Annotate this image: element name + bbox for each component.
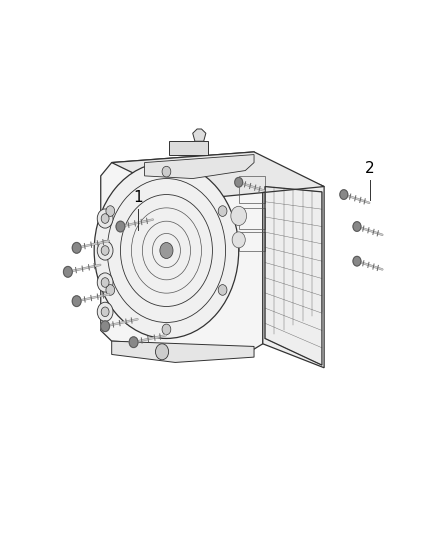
Circle shape bbox=[232, 232, 245, 248]
Circle shape bbox=[106, 206, 115, 216]
Circle shape bbox=[231, 206, 247, 225]
Circle shape bbox=[160, 243, 173, 259]
Circle shape bbox=[101, 307, 109, 317]
Circle shape bbox=[116, 221, 125, 232]
Polygon shape bbox=[101, 152, 263, 349]
Bar bbox=[239, 232, 265, 251]
Polygon shape bbox=[193, 129, 206, 141]
Bar bbox=[239, 176, 265, 203]
Circle shape bbox=[129, 337, 138, 348]
Circle shape bbox=[97, 241, 113, 260]
Circle shape bbox=[218, 206, 227, 216]
Circle shape bbox=[155, 344, 169, 360]
Text: 1: 1 bbox=[133, 190, 143, 205]
Circle shape bbox=[97, 302, 113, 321]
Circle shape bbox=[101, 246, 109, 255]
Circle shape bbox=[101, 321, 110, 332]
Circle shape bbox=[64, 266, 72, 277]
Circle shape bbox=[235, 177, 243, 187]
Polygon shape bbox=[263, 160, 324, 368]
Text: 2: 2 bbox=[365, 161, 375, 176]
Circle shape bbox=[218, 285, 227, 295]
Circle shape bbox=[162, 324, 171, 335]
Circle shape bbox=[106, 285, 115, 295]
Circle shape bbox=[353, 222, 361, 231]
Bar bbox=[239, 208, 265, 229]
Circle shape bbox=[162, 166, 171, 177]
Circle shape bbox=[340, 190, 348, 199]
Bar bbox=[169, 141, 208, 155]
Circle shape bbox=[94, 163, 239, 338]
Circle shape bbox=[72, 243, 81, 253]
Circle shape bbox=[97, 273, 113, 292]
Circle shape bbox=[101, 278, 109, 287]
Polygon shape bbox=[112, 152, 324, 200]
Circle shape bbox=[72, 296, 81, 306]
Circle shape bbox=[97, 209, 113, 228]
Polygon shape bbox=[145, 155, 254, 179]
Polygon shape bbox=[112, 341, 254, 362]
Circle shape bbox=[353, 256, 361, 266]
Circle shape bbox=[101, 214, 109, 223]
